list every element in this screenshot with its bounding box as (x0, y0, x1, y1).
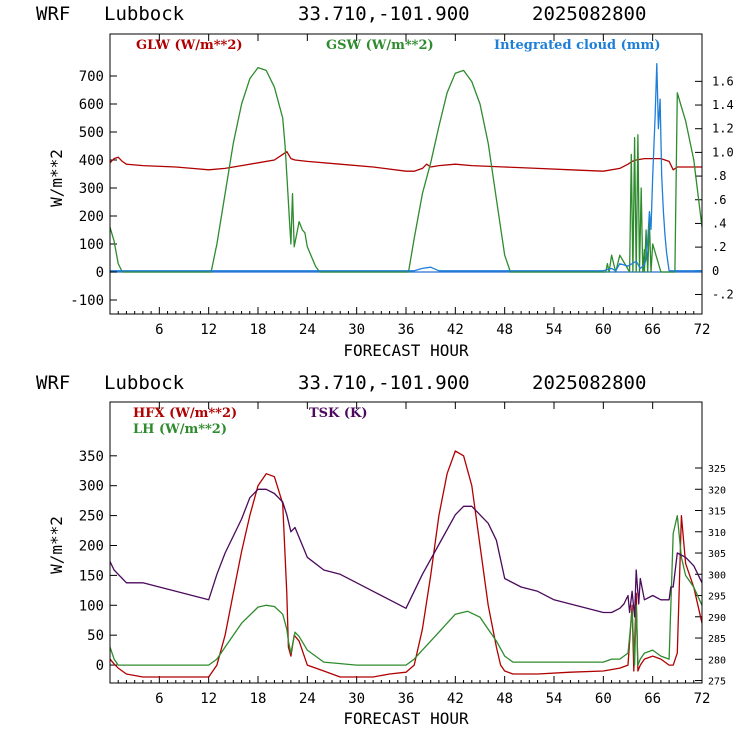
panel-top: WRF Lubbock 33.710,-101.900 2025082800 W… (36, 3, 734, 360)
y-tick-label-left: 100 (79, 598, 104, 614)
x-tick-label: 66 (644, 322, 661, 338)
x-tick-label: 6 (155, 322, 163, 338)
y-tick-label-right: 300 (708, 570, 726, 581)
y-tick-label-left: 350 (79, 449, 104, 465)
y-axis-label-left: W/m**2 (47, 149, 66, 207)
plot-frame-bottom (109, 401, 703, 684)
y-tick-label-left: 150 (79, 568, 104, 584)
y-tick-label-left: 0 (96, 658, 104, 674)
y-tick-label-right: .8 (712, 169, 726, 183)
panel-bottom: WRF Lubbock 33.710,-101.900 2025082800 W… (36, 372, 726, 728)
y-tick-label-left: 500 (79, 125, 104, 141)
x-tick-label: 18 (250, 322, 267, 338)
x-tick-label: 6 (155, 691, 163, 707)
x-tick-label: 12 (200, 691, 217, 707)
header-coords: 33.710,-101.900 (298, 372, 470, 394)
x-tick-label: 30 (348, 691, 365, 707)
header-coords: 33.710,-101.900 (298, 3, 470, 25)
x-tick-label: 36 (398, 322, 415, 338)
x-tick-label: 54 (546, 691, 563, 707)
y-tick-label-right: .4 (712, 216, 726, 230)
y-tick-label-left: 200 (79, 209, 104, 225)
y-axis-label-left: W/m**2 (47, 516, 66, 574)
series-line-1 (110, 514, 702, 666)
x-tick-label: 36 (398, 691, 415, 707)
legend-glw: GLW (W/m**2) (136, 38, 243, 53)
x-tick-label: 60 (595, 322, 612, 338)
y-tick-label-right: 320 (708, 485, 726, 496)
x-tick-label: 12 (200, 322, 217, 338)
y-tick-label-right: 275 (708, 677, 726, 688)
y-tick-label-left: 100 (79, 237, 104, 253)
y-tick-label-right: 305 (708, 549, 726, 560)
x-tick-label: 18 (250, 691, 267, 707)
y-tick-label-right: 1.0 (712, 145, 734, 159)
y-tick-label-left: -100 (70, 293, 104, 309)
series-line-0 (110, 150, 702, 172)
header-model: WRF (36, 372, 70, 394)
plot-frame-top (109, 33, 703, 315)
series-line-0 (110, 450, 702, 678)
y-tick-label-right: 280 (708, 655, 726, 666)
y-tick-label-left: 400 (79, 153, 104, 169)
y-tick-label-right: .2 (712, 240, 726, 254)
x-tick-label: 48 (496, 322, 513, 338)
x-tick-label: 24 (299, 322, 316, 338)
y-tick-label-left: 200 (79, 538, 104, 554)
y-tick-label-right: .6 (712, 193, 726, 207)
legend-hfx: HFX (W/m**2) (133, 406, 237, 421)
y-tick-label-left: 700 (79, 69, 104, 85)
x-axis-label: FORECAST HOUR (343, 709, 469, 728)
series-line-2 (110, 488, 702, 618)
header-location: Lubbock (104, 372, 185, 394)
plot-area-top: 6 12 18 24 30 36 42 48 54 60 66 72 -100 0 100 200 300 400… (70, 34, 734, 338)
x-tick-label: 30 (348, 322, 365, 338)
y-tick-label-right: 1.4 (712, 98, 734, 112)
y-tick-label-right: 1.6 (712, 74, 734, 88)
y-tick-label-left: 300 (79, 181, 104, 197)
legend-tsk: TSK (K) (309, 406, 368, 421)
plot-area-bottom: 6 12 18 24 30 36 42 48 54 60 66 72 0 50 100 150 200 250 30… (79, 402, 726, 707)
y-tick-label-right: 1.2 (712, 122, 734, 136)
x-tick-label: 72 (694, 691, 711, 707)
x-tick-label: 72 (694, 322, 711, 338)
y-tick-label-right: -.2 (712, 287, 734, 301)
y-tick-label-left: 600 (79, 97, 104, 113)
series-line-2 (110, 62, 702, 272)
series-line-1 (110, 66, 702, 273)
x-tick-label: 42 (447, 322, 464, 338)
x-tick-label: 54 (546, 322, 563, 338)
y-tick-label-right: 325 (708, 464, 726, 475)
y-tick-label-right: 315 (708, 507, 726, 518)
y-tick-label-left: 0 (96, 265, 104, 281)
y-tick-label-left: 300 (79, 479, 104, 495)
x-tick-label: 48 (496, 691, 513, 707)
header-model: WRF (36, 3, 70, 25)
x-tick-label: 42 (447, 691, 464, 707)
x-tick-label: 60 (595, 691, 612, 707)
legend-lh: LH (W/m**2) (133, 422, 227, 437)
y-tick-label-right: 0 (712, 264, 719, 278)
y-tick-label-right: 310 (708, 528, 726, 539)
y-tick-label-right: 290 (708, 613, 726, 624)
y-tick-label-left: 250 (79, 509, 104, 525)
x-tick-label: 24 (299, 691, 316, 707)
header-date: 2025082800 (532, 372, 646, 394)
x-axis-label: FORECAST HOUR (343, 341, 469, 360)
header-location: Lubbock (104, 3, 185, 25)
legend-integrated-cloud: Integrated cloud (mm) (494, 38, 660, 53)
y-tick-label-left: 50 (87, 628, 104, 644)
x-tick-label: 66 (644, 691, 661, 707)
y-tick-label-right: 295 (708, 592, 726, 603)
y-tick-label-right: 285 (708, 634, 726, 645)
legend-gsw: GSW (W/m**2) (326, 38, 434, 53)
header-date: 2025082800 (532, 3, 646, 25)
